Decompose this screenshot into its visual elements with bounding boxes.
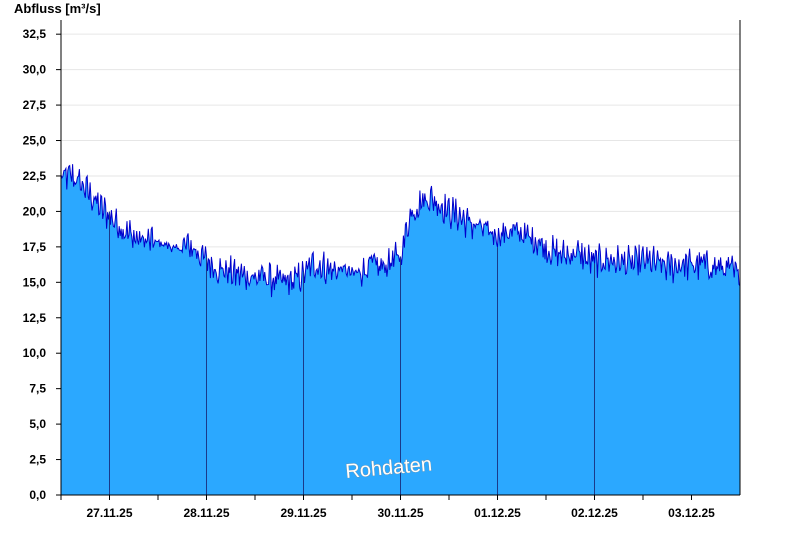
x-axis-ticks: 27.11.25 28.11.25 29.11.25 30.11.25 01.12.25… [60,495,715,520]
y-tick-label: 2,5 [29,453,46,467]
y-tick-label: 25,0 [23,134,47,148]
x-tick-label: 02.12.25 [571,506,618,520]
x-tick-label: 29.11.25 [280,506,326,520]
y-tick-label: 20,0 [23,204,47,218]
y-tick-label: 32,5 [23,27,47,41]
x-tick-label: 28.11.25 [183,506,229,520]
y-tick-label: 5,0 [29,417,46,431]
x-tick-label: 27.11.25 [86,506,132,520]
y-tick-label: 27,5 [23,98,47,112]
day-dividers [109,211,595,495]
y-tick-label: 7,5 [29,382,46,396]
y-tick-label: 22,5 [23,169,47,183]
y-tick-label: 10,0 [23,346,47,360]
y-axis-ticks: 0,0 2,5 5,0 7,5 10,0 12,5 15,0 17,5 20,0 22,5 25,0… [23,27,61,502]
y-tick-label: 12,5 [23,311,47,325]
y-axis-label: Abfluss [m³/s] [14,1,101,16]
x-tick-label: 03.12.25 [668,506,715,520]
y-tick-label: 30,0 [23,63,47,77]
y-tick-label: 17,5 [23,240,47,254]
y-tick-label: 0,0 [29,488,46,502]
y-tick-label: 15,0 [23,275,47,289]
x-tick-label: 01.12.25 [474,506,521,520]
x-tick-label: 30.11.25 [377,506,423,520]
